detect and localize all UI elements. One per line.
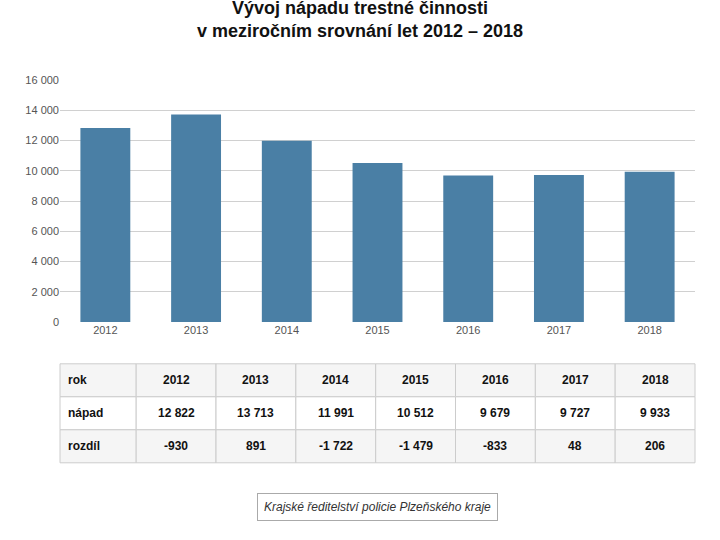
svg-text:4 000: 4 000	[31, 255, 59, 267]
svg-text:891: 891	[246, 439, 266, 453]
svg-text:14 000: 14 000	[25, 104, 59, 116]
svg-text:-930: -930	[164, 439, 188, 453]
svg-text:9 679: 9 679	[480, 406, 510, 420]
svg-text:2015: 2015	[365, 324, 389, 336]
svg-text:2016: 2016	[456, 324, 480, 336]
svg-text:rozdíl: rozdíl	[68, 439, 100, 453]
svg-text:2012: 2012	[163, 373, 190, 387]
svg-text:16 000: 16 000	[25, 74, 59, 86]
svg-text:2014: 2014	[322, 373, 349, 387]
svg-text:10 512: 10 512	[397, 406, 434, 420]
svg-text:12 822: 12 822	[158, 406, 195, 420]
svg-text:9 727: 9 727	[560, 406, 590, 420]
svg-text:13 713: 13 713	[237, 406, 274, 420]
svg-text:-833: -833	[483, 439, 507, 453]
svg-text:2 000: 2 000	[31, 286, 59, 298]
svg-text:2018: 2018	[637, 324, 661, 336]
svg-text:2016: 2016	[482, 373, 509, 387]
svg-text:2013: 2013	[242, 373, 269, 387]
svg-text:2014: 2014	[275, 324, 299, 336]
svg-text:2018: 2018	[642, 373, 669, 387]
svg-text:Vývoj nápadu trestné činnostiv: Vývoj nápadu trestné činnostiv meziroční…	[197, 0, 523, 41]
svg-text:2012: 2012	[93, 324, 117, 336]
svg-text:2015: 2015	[402, 373, 429, 387]
svg-text:2013: 2013	[184, 324, 208, 336]
svg-text:10 000: 10 000	[25, 165, 59, 177]
svg-text:2017: 2017	[547, 324, 571, 336]
svg-text:-1 722: -1 722	[319, 439, 353, 453]
svg-text:9 933: 9 933	[640, 406, 670, 420]
svg-text:Krajské ředitelství policie Pl: Krajské ředitelství policie Plzeňského k…	[264, 500, 491, 514]
svg-text:rok: rok	[68, 373, 87, 387]
svg-text:2017: 2017	[562, 373, 589, 387]
svg-text:-1 479: -1 479	[399, 439, 433, 453]
svg-text:0: 0	[53, 316, 59, 328]
svg-text:11 991: 11 991	[318, 406, 354, 420]
svg-text:12 000: 12 000	[25, 134, 59, 146]
svg-text:8 000: 8 000	[31, 195, 59, 207]
svg-text:48: 48	[568, 439, 582, 453]
svg-text:206: 206	[645, 439, 665, 453]
svg-text:nápad: nápad	[68, 406, 103, 420]
svg-text:6 000: 6 000	[31, 225, 59, 237]
